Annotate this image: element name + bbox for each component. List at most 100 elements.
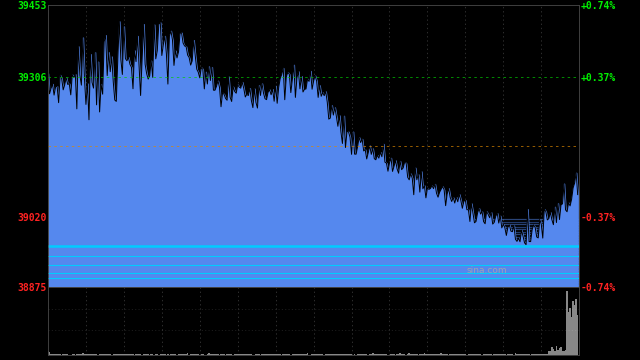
Bar — [401, 354, 403, 355]
Bar — [157, 354, 158, 355]
Bar — [276, 354, 278, 355]
Bar — [246, 354, 248, 355]
Bar — [88, 354, 90, 355]
Bar — [82, 354, 84, 355]
Bar — [58, 354, 60, 355]
Bar — [465, 354, 466, 355]
Bar — [545, 354, 547, 355]
Bar — [460, 354, 461, 355]
Bar — [575, 299, 577, 355]
Bar — [392, 354, 393, 355]
Bar — [468, 354, 469, 355]
Bar — [93, 354, 94, 355]
Bar — [497, 354, 498, 355]
Bar — [138, 354, 140, 355]
Bar — [542, 354, 543, 355]
Bar — [362, 354, 363, 355]
Bar — [222, 354, 223, 355]
Bar — [146, 354, 147, 355]
Bar — [322, 354, 323, 355]
Text: sina.com: sina.com — [467, 266, 508, 275]
Bar — [56, 354, 58, 355]
Bar — [317, 354, 319, 355]
Bar — [237, 354, 239, 355]
Bar — [181, 354, 182, 355]
Bar — [566, 291, 568, 355]
Bar — [458, 354, 460, 355]
Bar — [116, 354, 117, 355]
Bar — [478, 354, 480, 355]
Bar — [570, 308, 571, 355]
Bar — [476, 354, 477, 355]
Bar — [76, 354, 77, 355]
Bar — [563, 351, 564, 355]
Bar — [557, 350, 559, 355]
Bar — [268, 354, 269, 355]
Bar — [263, 354, 264, 355]
Bar — [227, 354, 228, 355]
Bar — [220, 354, 222, 355]
Bar — [384, 354, 386, 355]
Bar — [399, 354, 401, 355]
Bar — [114, 354, 116, 355]
Bar — [339, 354, 340, 355]
Bar — [258, 354, 260, 355]
Bar — [314, 354, 316, 355]
Bar — [536, 354, 538, 355]
Bar — [541, 354, 542, 355]
Bar — [548, 351, 550, 355]
Bar — [170, 354, 172, 355]
Bar — [431, 354, 433, 355]
Bar — [380, 354, 381, 355]
Bar — [190, 354, 191, 355]
Bar — [354, 354, 355, 355]
Bar — [522, 354, 524, 355]
Bar — [99, 354, 100, 355]
Bar — [560, 347, 562, 355]
Bar — [72, 354, 73, 355]
Bar — [410, 354, 412, 355]
Bar — [47, 351, 49, 355]
Bar — [429, 354, 431, 355]
Bar — [294, 354, 296, 355]
Bar — [343, 354, 345, 355]
Bar — [79, 354, 81, 355]
Bar — [307, 354, 308, 355]
Bar — [504, 354, 506, 355]
Bar — [574, 305, 575, 355]
Bar — [404, 354, 405, 355]
Bar — [275, 354, 276, 355]
Bar — [241, 354, 243, 355]
Bar — [538, 354, 539, 355]
Bar — [210, 354, 211, 355]
Bar — [486, 354, 488, 355]
Bar — [152, 354, 154, 355]
Bar — [527, 354, 529, 355]
Bar — [187, 353, 188, 355]
Bar — [500, 354, 501, 355]
Bar — [489, 354, 490, 355]
Bar — [559, 348, 560, 355]
Bar — [120, 354, 122, 355]
Bar — [330, 354, 331, 355]
Bar — [403, 354, 404, 355]
Bar — [449, 354, 451, 355]
Bar — [223, 354, 225, 355]
Bar — [521, 354, 522, 355]
Bar — [511, 354, 513, 355]
Bar — [125, 354, 126, 355]
Bar — [244, 354, 246, 355]
Bar — [178, 354, 179, 355]
Bar — [515, 354, 516, 355]
Bar — [173, 354, 175, 355]
Bar — [351, 354, 352, 355]
Bar — [433, 354, 435, 355]
Bar — [92, 354, 93, 355]
Bar — [261, 354, 263, 355]
Bar — [454, 354, 456, 355]
Bar — [358, 354, 360, 355]
Bar — [393, 354, 395, 355]
Bar — [132, 354, 134, 355]
Bar — [150, 354, 152, 355]
Bar — [416, 354, 417, 355]
